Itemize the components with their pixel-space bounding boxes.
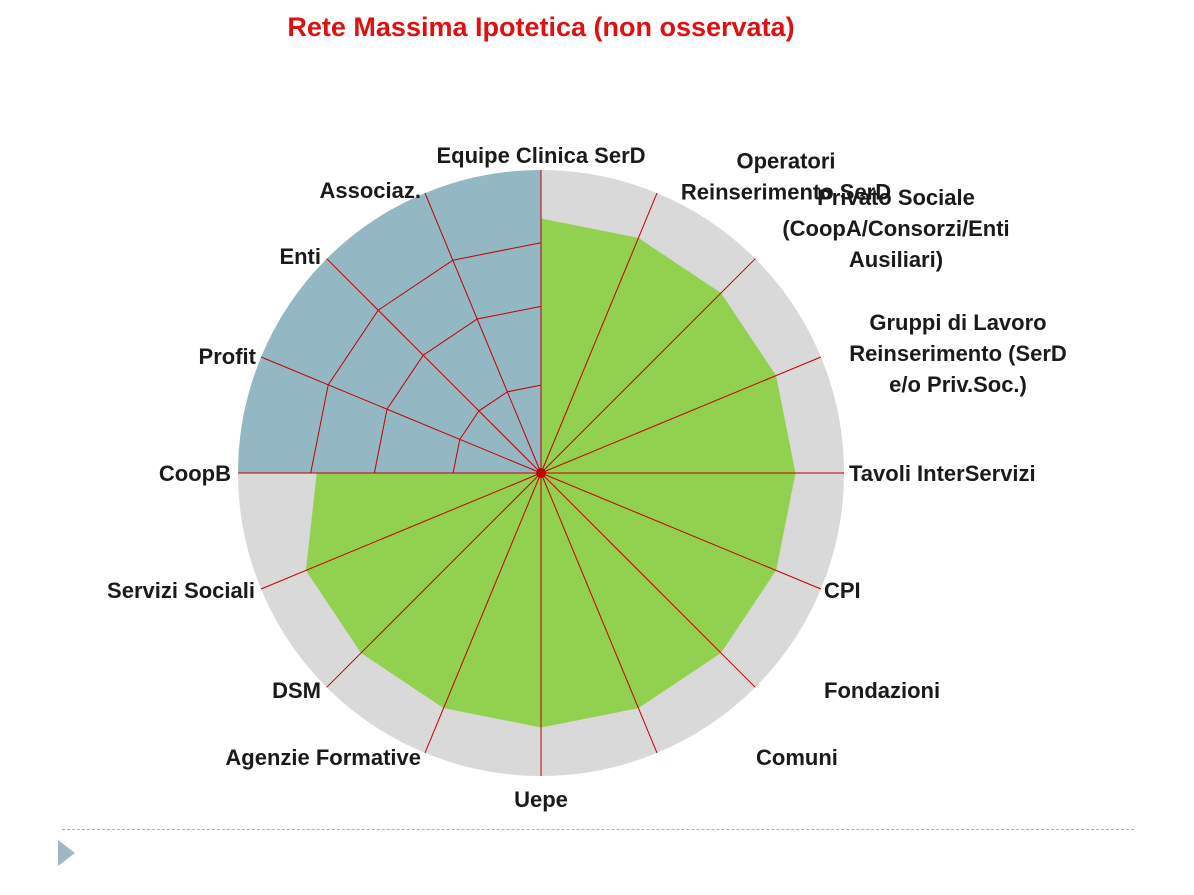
blue-sector bbox=[261, 258, 541, 473]
category-label: e/o Priv.Soc.) bbox=[889, 372, 1027, 397]
category-label: CPI bbox=[824, 578, 861, 603]
axis-spoke bbox=[540, 258, 756, 474]
green-sector bbox=[541, 293, 777, 473]
category-label: Comuni bbox=[756, 745, 838, 770]
category-label: Servizi Sociali bbox=[107, 578, 255, 603]
footer-divider bbox=[62, 829, 1134, 830]
category-label: Privato Sociale bbox=[817, 185, 975, 210]
category-label: Reinserimento (SerD bbox=[849, 341, 1067, 366]
green-sector bbox=[443, 473, 541, 728]
category-label: Ausiliari) bbox=[849, 247, 943, 272]
category-label: Equipe Clinica SerD bbox=[436, 143, 645, 168]
green-sector bbox=[541, 473, 796, 571]
blue-sector bbox=[238, 357, 541, 473]
axis-spoke bbox=[260, 356, 542, 474]
category-label: Fondazioni bbox=[824, 678, 940, 703]
axis-spoke bbox=[540, 472, 822, 590]
category-label: Uepe bbox=[514, 787, 568, 812]
category-label: Operatori bbox=[736, 149, 835, 174]
axis-spoke bbox=[540, 472, 658, 754]
axis-spoke bbox=[424, 192, 542, 474]
category-label: (CoopA/Consorzi/Enti bbox=[782, 216, 1009, 241]
green-sector bbox=[305, 473, 541, 571]
category-label: CoopB bbox=[159, 461, 231, 486]
axis-spoke bbox=[540, 192, 658, 474]
green-sector bbox=[541, 218, 639, 473]
green-sector bbox=[361, 473, 541, 709]
axis-spoke bbox=[260, 472, 542, 590]
green-sector bbox=[305, 473, 541, 653]
green-sector bbox=[541, 473, 639, 728]
green-sector bbox=[541, 237, 721, 473]
axis-spoke bbox=[540, 356, 822, 474]
axis-spoke bbox=[326, 472, 542, 688]
axis-spoke bbox=[326, 258, 542, 474]
chart-title: Rete Massima Ipotetica (non osservata) bbox=[287, 12, 795, 42]
category-label: Profit bbox=[199, 344, 257, 369]
category-label: Gruppi di Lavoro bbox=[869, 310, 1046, 335]
green-sector bbox=[541, 473, 777, 653]
slide-bullet-icon bbox=[58, 840, 75, 866]
category-label: DSM bbox=[272, 678, 321, 703]
green-sector bbox=[541, 473, 721, 709]
center-point bbox=[536, 468, 546, 478]
blue-sector bbox=[326, 193, 541, 473]
green-sector bbox=[541, 375, 796, 473]
blue-sector bbox=[425, 170, 541, 473]
axis-spoke bbox=[540, 472, 756, 688]
category-label: Tavoli InterServizi bbox=[849, 461, 1036, 486]
axis-spoke bbox=[424, 472, 542, 754]
category-label: Agenzie Formative bbox=[225, 745, 421, 770]
category-label: Associaz. bbox=[320, 178, 422, 203]
category-label: Reinserimento SerD bbox=[681, 180, 891, 205]
category-label: Enti bbox=[279, 244, 321, 269]
